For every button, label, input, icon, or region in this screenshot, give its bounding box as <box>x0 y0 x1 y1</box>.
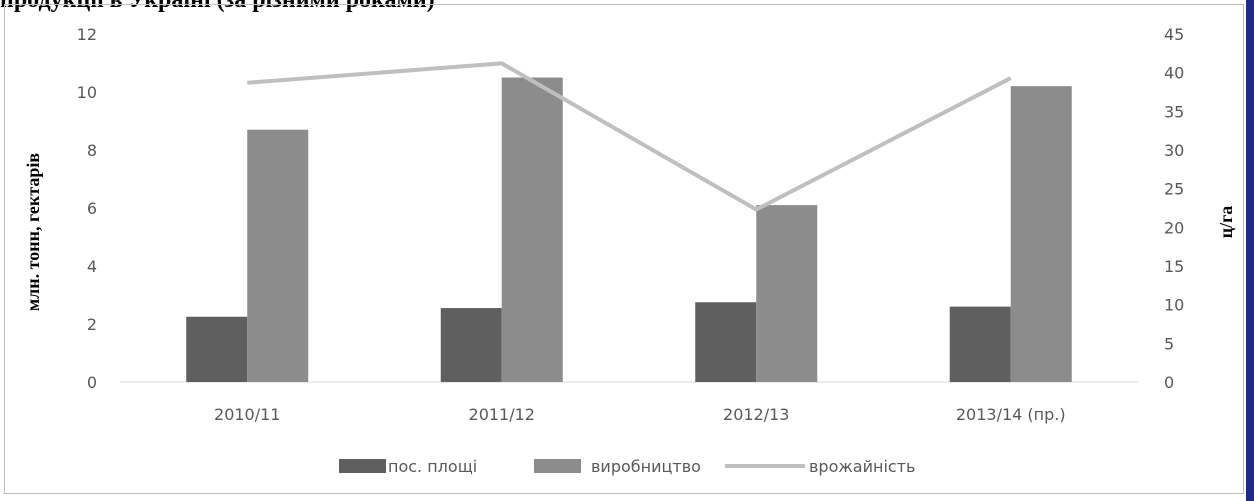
bar-sown-area <box>440 308 502 382</box>
right-tick-label: 15 <box>1164 257 1184 276</box>
right-tick-label: 5 <box>1164 334 1174 353</box>
side-border-band <box>1246 0 1254 501</box>
bar-sown-area <box>186 316 248 382</box>
right-tick-label: 25 <box>1164 180 1184 199</box>
x-tick-label: 2013/14 (пр.) <box>956 405 1066 424</box>
right-axis-ticks: 0 5 10 15 20 25 30 35 40 45 <box>1164 25 1184 392</box>
left-tick-label: 6 <box>87 199 97 218</box>
bars-group <box>186 77 1072 382</box>
left-tick-label: 10 <box>77 83 97 102</box>
bar-production <box>247 129 309 382</box>
bar-production <box>501 77 563 382</box>
legend-label: пос. площі <box>388 457 477 476</box>
right-tick-label: 45 <box>1164 25 1184 44</box>
legend-label: виробництво <box>591 457 701 476</box>
left-tick-label: 8 <box>87 141 97 160</box>
x-tick-label: 2011/12 <box>469 405 535 424</box>
category-labels: 2010/11 2011/12 2012/13 2013/14 (пр.) <box>214 405 1066 424</box>
right-tick-label: 35 <box>1164 102 1184 121</box>
legend-swatch <box>339 459 386 473</box>
right-tick-label: 0 <box>1164 373 1174 392</box>
bar-sown-area <box>695 302 757 382</box>
right-tick-label: 30 <box>1164 141 1184 160</box>
right-tick-label: 40 <box>1164 64 1184 83</box>
right-tick-label: 20 <box>1164 218 1184 237</box>
right-tick-label: 10 <box>1164 296 1184 315</box>
bar-production <box>756 205 818 382</box>
y2-axis-title: ц/га <box>1216 206 1236 239</box>
yield-series-line <box>247 61 1012 212</box>
chart-frame <box>4 4 1244 494</box>
x-tick-label: 2012/13 <box>723 405 789 424</box>
left-tick-label: 12 <box>77 25 97 44</box>
bar-sown-area <box>949 306 1011 382</box>
y-axis-title: млн. тонн, гектарів <box>23 153 43 311</box>
bar-production <box>1010 86 1072 382</box>
legend-label: врожайність <box>809 457 915 476</box>
legend: пос. площі виробництво врожайність <box>339 457 915 476</box>
page-title-fragment: продукції в Україні (за різними роками) <box>0 0 435 13</box>
left-tick-label: 4 <box>87 257 97 276</box>
legend-swatch <box>534 459 581 473</box>
x-tick-label: 2010/11 <box>214 405 280 424</box>
left-tick-label: 0 <box>87 373 97 392</box>
left-axis-ticks: 0 2 4 6 8 10 12 <box>77 25 97 392</box>
left-tick-label: 2 <box>87 315 97 334</box>
